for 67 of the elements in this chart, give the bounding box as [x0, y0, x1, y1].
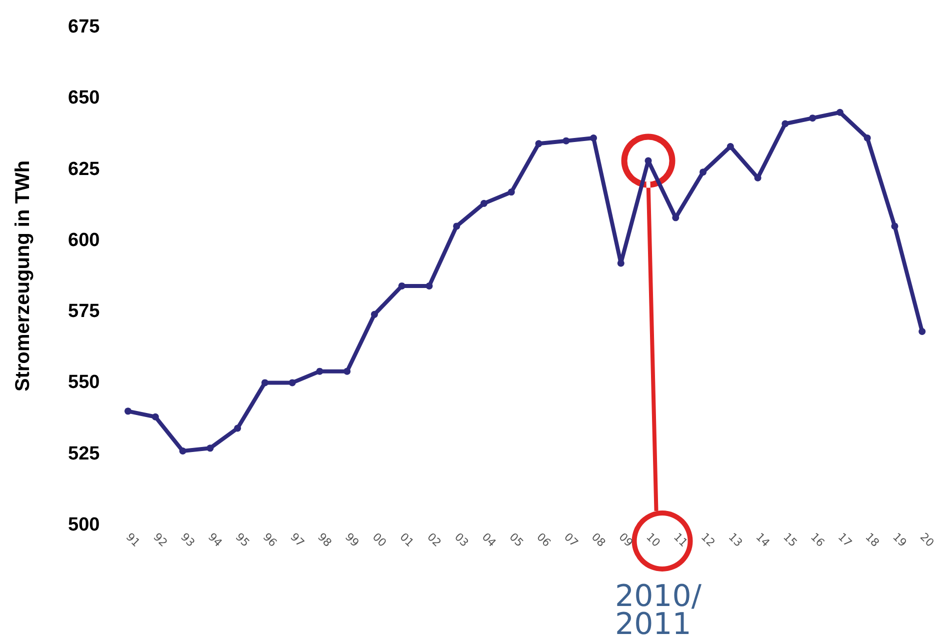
y-tick-label: 600 [68, 230, 100, 251]
x-tick-label: 10 [644, 530, 663, 550]
x-tick-label: 98 [315, 530, 334, 550]
point [398, 282, 406, 290]
x-tick-label: 96 [260, 530, 280, 550]
point [809, 114, 816, 122]
point [918, 328, 926, 335]
point [179, 448, 186, 455]
x-tick-label: 99 [342, 530, 362, 550]
y-tick-label: 525 [68, 443, 100, 464]
x-tick-label: 92 [150, 530, 170, 550]
y-tick-label: 500 [68, 514, 100, 536]
point [453, 222, 460, 230]
point [316, 368, 324, 375]
point [152, 413, 159, 420]
point [782, 120, 789, 128]
point [508, 188, 515, 196]
x-tick-label: 02 [424, 530, 444, 550]
text: 2010/2011 [615, 579, 702, 642]
x-tick-label: 17 [835, 530, 854, 550]
x-tick-label: 06 [534, 530, 554, 550]
point [726, 143, 734, 150]
x-tick-label: 09 [616, 530, 636, 550]
x-tick-label: 04 [479, 530, 498, 550]
point [590, 134, 597, 142]
point [261, 379, 268, 386]
x-tick-label: 93 [178, 530, 198, 550]
x-tick-label: 94 [206, 530, 225, 550]
point [617, 260, 624, 267]
point [535, 140, 542, 148]
y-tick-label: 650 [68, 88, 100, 109]
point [700, 168, 707, 176]
x-tick-label: 16 [808, 530, 828, 550]
point [562, 137, 570, 144]
point [206, 444, 214, 452]
x-tick-label: 14 [753, 530, 772, 550]
x-tick-label: 12 [698, 530, 718, 550]
y-tick-label: 675 [68, 16, 100, 38]
x-tick-label: 11 [671, 530, 690, 550]
y-tick-label: 575 [68, 301, 100, 322]
point [426, 282, 433, 290]
point [891, 222, 898, 230]
y-tick-label: 550 [68, 372, 100, 394]
point [234, 424, 242, 432]
point [124, 408, 132, 415]
x-tick-label: 13 [726, 530, 745, 550]
point [344, 368, 351, 375]
x-tick-label: 91 [123, 530, 142, 550]
x-tick-label: 95 [232, 530, 252, 550]
x-tick-label: 18 [862, 530, 882, 550]
x-tick-label: 03 [452, 530, 472, 550]
point [836, 108, 844, 116]
x-tick-label: 08 [588, 530, 608, 550]
x-tick-label: 00 [370, 530, 389, 550]
y-axis-title: Stromerzeugung in TWh [12, 160, 34, 392]
y-tick-label: 625 [68, 158, 100, 180]
point [288, 379, 296, 386]
x-tick-label: 97 [288, 530, 307, 550]
x-tick-label: 20 [917, 530, 937, 550]
x-tick-label: 01 [397, 530, 416, 550]
point [480, 200, 488, 207]
point [864, 134, 871, 142]
point [370, 310, 378, 318]
x-tick-label: 07 [562, 530, 581, 550]
x-tick-label: 05 [506, 530, 526, 550]
x-tick-label: 19 [890, 530, 910, 550]
x-tick-label: 15 [780, 530, 800, 550]
